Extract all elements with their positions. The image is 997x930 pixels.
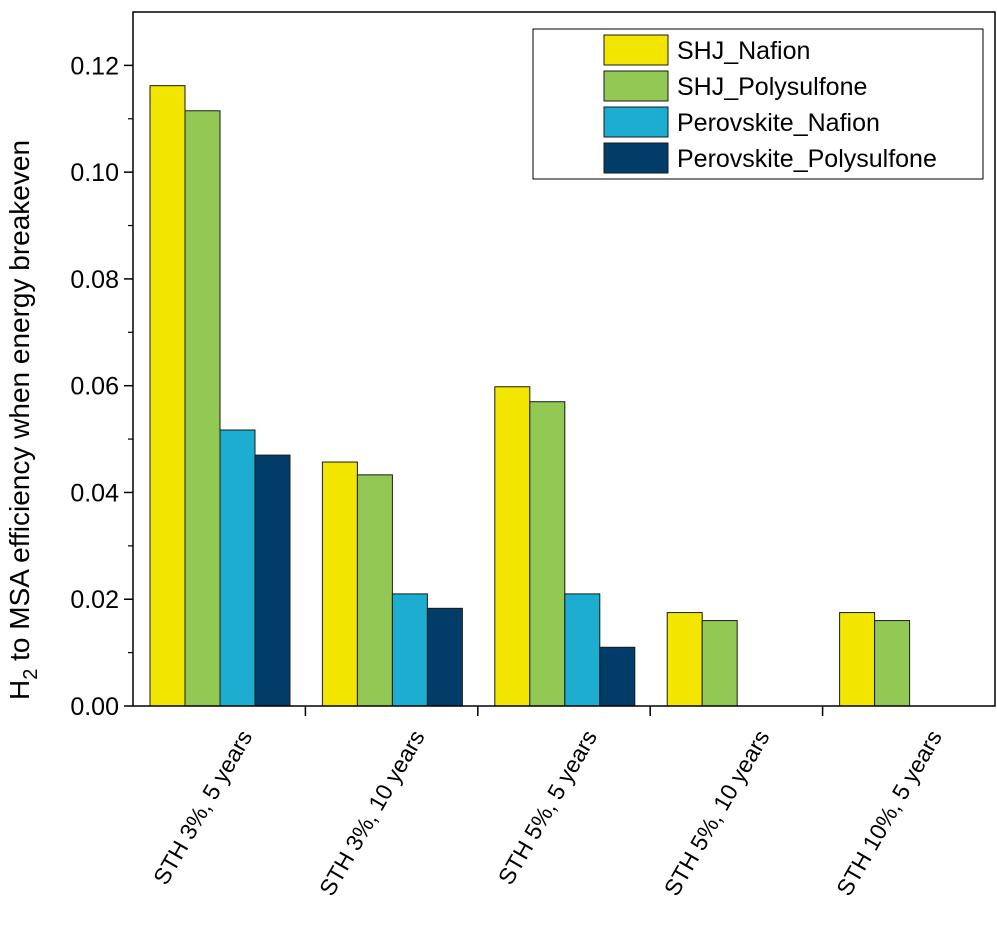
y-axis-ticks: 0.00 0.02 0.04 0.06 0.08 0.10 0.12 <box>70 52 133 721</box>
y-tick-label: 0.06 <box>70 373 119 401</box>
y-tick-label: 0.02 <box>70 586 119 614</box>
bar-shj-nafion-2 <box>494 386 531 707</box>
legend-swatch-shj-nafion <box>603 34 669 66</box>
bar-shj-polysulfone-4 <box>874 620 911 707</box>
bar-perovskite-nafion-1 <box>391 593 428 707</box>
x-category-label: STH 5%, 5 years <box>493 726 602 890</box>
legend: SHJ_Nafion SHJ_Polysulfone Perovskite_Nafi… <box>532 28 984 180</box>
plot-frame <box>132 11 996 707</box>
legend-label: Perovskite_Nafion <box>677 109 880 137</box>
y-tick-label: 0.00 <box>70 693 119 721</box>
bar-perovskite-nafion-2 <box>564 593 601 707</box>
bar-series <box>149 85 911 707</box>
bar-perovskite-polysulfone-2 <box>599 646 636 707</box>
svg-text:H2 to MSA efficiency when ener: H2 to MSA efficiency when energy breakev… <box>4 140 42 700</box>
legend-label: SHJ_Polysulfone <box>677 73 867 101</box>
y-tick-label: 0.12 <box>70 52 119 80</box>
bar-shj-polysulfone-2 <box>529 401 566 707</box>
legend-swatch-perovskite-polysulfone <box>603 142 669 174</box>
x-category-label: STH 5%, 10 years <box>659 726 775 901</box>
y-axis-title-subscript: 2 <box>20 669 42 680</box>
y-axis-title-rest: to MSA efficiency when energy breakeven <box>4 140 35 669</box>
bar-shj-nafion-3 <box>666 612 703 707</box>
x-category-label: STH 10%, 5 years <box>831 726 947 901</box>
legend-swatch-perovskite-nafion <box>603 106 669 138</box>
bar-shj-polysulfone-1 <box>356 474 393 707</box>
bar-perovskite-polysulfone-0 <box>254 454 291 707</box>
bar-shj-polysulfone-0 <box>184 110 221 707</box>
y-axis-title: H2 to MSA efficiency when energy breakev… <box>4 140 42 700</box>
bar-perovskite-polysulfone-1 <box>426 607 463 707</box>
bar-perovskite-nafion-0 <box>219 429 256 707</box>
x-category-label: STH 3%, 10 years <box>314 726 430 901</box>
x-axis-categories: STH 3%, 5 years STH 3%, 10 years STH 5%, 5… <box>148 706 947 900</box>
y-tick-label: 0.08 <box>70 266 119 294</box>
legend-label: Perovskite_Polysulfone <box>677 145 937 173</box>
y-tick-label: 0.10 <box>70 159 119 187</box>
y-axis-title-main: H <box>4 680 35 700</box>
bar-shj-nafion-1 <box>321 461 358 707</box>
legend-label: SHJ_Nafion <box>677 37 810 65</box>
bar-shj-nafion-0 <box>149 85 186 707</box>
x-category-label: STH 3%, 5 years <box>148 726 257 890</box>
y-tick-label: 0.04 <box>70 479 119 507</box>
bar-shj-nafion-4 <box>839 612 876 707</box>
bar-shj-polysulfone-3 <box>701 620 738 707</box>
legend-swatch-shj-polysulfone <box>603 70 669 102</box>
